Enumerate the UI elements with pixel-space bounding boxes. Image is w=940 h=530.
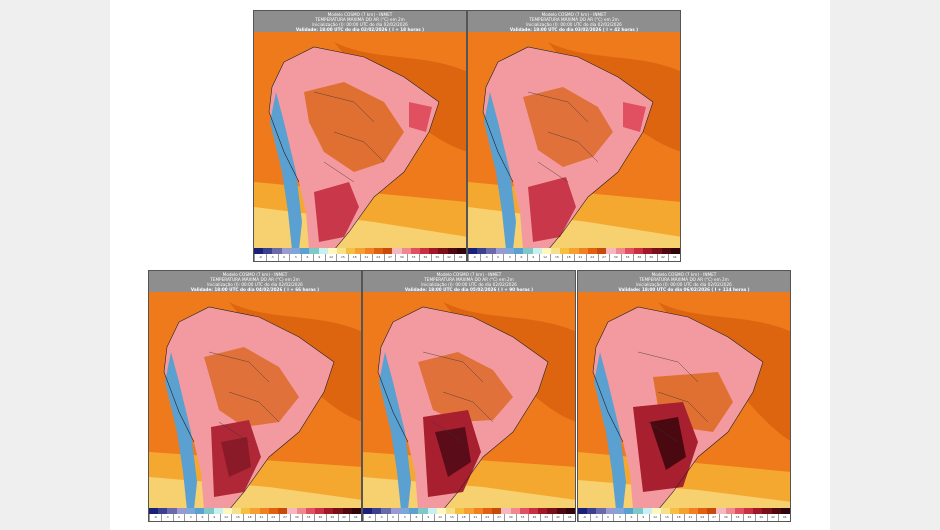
valid-label: Validade: 18:00 UTC do dia 05/02/2026 ( … <box>404 287 534 292</box>
color-scale-ticks: -6 -3 0 3 6 9 12 15 18 21 24 27 30 33 36 39 42 44 <box>468 254 680 261</box>
color-scale-legend: -6 -3 0 3 6 9 12 15 18 21 24 27 30 33 36 39 42 44 <box>468 248 680 261</box>
color-scale-legend: -6 -3 0 3 6 9 12 15 18 21 24 27 30 33 36 39 42 44 <box>149 508 361 521</box>
panel-header: Modelo COSMO (7 km) - INMET TEMPERATURA … <box>363 271 575 292</box>
color-swatches <box>363 508 575 514</box>
panel-header: Modelo COSMO (7 km) - INMET TEMPERATURA … <box>578 271 790 292</box>
temperature-map <box>363 292 575 510</box>
model-label: Modelo COSMO (7 km) - INMET <box>541 12 607 17</box>
forecast-map-panel: Modelo COSMO (7 km) - INMET TEMPERATURA … <box>577 270 791 522</box>
forecast-map-panel: Modelo COSMO (7 km) - INMET TEMPERATURA … <box>362 270 576 522</box>
init-label: Inicialização (I): 00:00 UTC do dia 02/0… <box>207 282 303 287</box>
variable-label: TEMPERATURA MÁXIMA DO AR (°C) em 2m <box>424 277 514 282</box>
panel-header: Modelo COSMO (7 km) - INMET TEMPERATURA … <box>468 11 680 32</box>
init-label: Inicialização (I): 00:00 UTC do dia 02/0… <box>526 22 622 27</box>
valid-label: Validade: 18:00 UTC do dia 04/02/2026 ( … <box>190 287 320 292</box>
color-scale-ticks: -6 -3 0 3 6 9 12 15 18 21 24 27 30 33 36 39 42 44 <box>254 254 466 261</box>
content-area: Modelo COSMO (7 km) - INMET TEMPERATURA … <box>110 0 830 530</box>
temperature-map <box>578 292 790 510</box>
color-swatches <box>578 508 790 514</box>
forecast-map-panel: Modelo COSMO (7 km) - INMET TEMPERATURA … <box>148 270 362 522</box>
color-swatches <box>149 508 361 514</box>
variable-label: TEMPERATURA MÁXIMA DO AR (°C) em 2m <box>315 17 405 22</box>
panel-header: Modelo COSMO (7 km) - INMET TEMPERATURA … <box>149 271 361 292</box>
temperature-map <box>468 32 680 250</box>
variable-label: TEMPERATURA MÁXIMA DO AR (°C) em 2m <box>210 277 300 282</box>
color-swatches <box>468 248 680 254</box>
temperature-map <box>254 32 466 250</box>
temperature-map <box>149 292 361 510</box>
valid-label: Validade: 18:00 UTC do dia 06/02/2026 ( … <box>618 287 750 292</box>
valid-label: Validade: 18:00 UTC do dia 03/02/2026 ( … <box>509 27 639 32</box>
color-scale-ticks: -6 -3 0 3 6 9 12 15 18 21 24 27 30 33 36 39 42 44 <box>149 514 361 521</box>
color-scale-ticks: -6 -3 0 3 6 9 12 15 18 21 24 27 30 33 36 39 42 44 <box>578 514 790 521</box>
init-label: Inicialização (I): 00:00 UTC do dia 02/0… <box>312 22 408 27</box>
color-scale-legend: -6 -3 0 3 6 9 12 15 18 21 24 27 30 33 36 39 42 44 <box>363 508 575 521</box>
forecast-map-panel: Modelo COSMO (7 km) - INMET TEMPERATURA … <box>467 10 681 262</box>
panel-header: Modelo COSMO (7 km) - INMET TEMPERATURA … <box>254 11 466 32</box>
color-scale-ticks: -6 -3 0 3 6 9 12 15 18 21 24 27 30 33 36 39 42 44 <box>363 514 575 521</box>
color-scale-legend: -6 -3 0 3 6 9 12 15 18 21 24 27 30 33 36 39 42 44 <box>578 508 790 521</box>
variable-label: TEMPERATURA MÁXIMA DO AR (°C) em 2m <box>529 17 619 22</box>
color-scale-legend: -6 -3 0 3 6 9 12 15 18 21 24 27 30 33 36 39 42 44 <box>254 248 466 261</box>
init-label: Inicialização (I): 00:00 UTC do dia 02/0… <box>421 282 517 287</box>
color-swatches <box>254 248 466 254</box>
valid-label: Validade: 18:00 UTC do dia 02/02/2026 ( … <box>295 27 425 32</box>
init-label: Inicialização (I): 00:00 UTC do dia 02/0… <box>636 282 732 287</box>
model-label: Modelo COSMO (7 km) - INMET <box>327 12 393 17</box>
model-label: Modelo COSMO (7 km) - INMET <box>651 272 717 277</box>
model-label: Modelo COSMO (7 km) - INMET <box>436 272 502 277</box>
model-label: Modelo COSMO (7 km) - INMET <box>222 272 288 277</box>
variable-label: TEMPERATURA MÁXIMA DO AR (°C) em 2m <box>639 277 729 282</box>
forecast-map-panel: Modelo COSMO (7 km) - INMET TEMPERATURA … <box>253 10 467 262</box>
